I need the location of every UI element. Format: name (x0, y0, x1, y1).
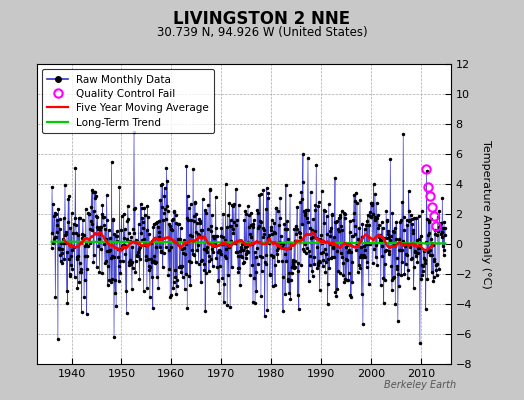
Text: 30.739 N, 94.926 W (United States): 30.739 N, 94.926 W (United States) (157, 26, 367, 39)
Y-axis label: Temperature Anomaly (°C): Temperature Anomaly (°C) (482, 140, 492, 288)
Text: Berkeley Earth: Berkeley Earth (384, 380, 456, 390)
Text: LIVINGSTON 2 NNE: LIVINGSTON 2 NNE (173, 10, 351, 28)
Legend: Raw Monthly Data, Quality Control Fail, Five Year Moving Average, Long-Term Tren: Raw Monthly Data, Quality Control Fail, … (42, 69, 214, 133)
